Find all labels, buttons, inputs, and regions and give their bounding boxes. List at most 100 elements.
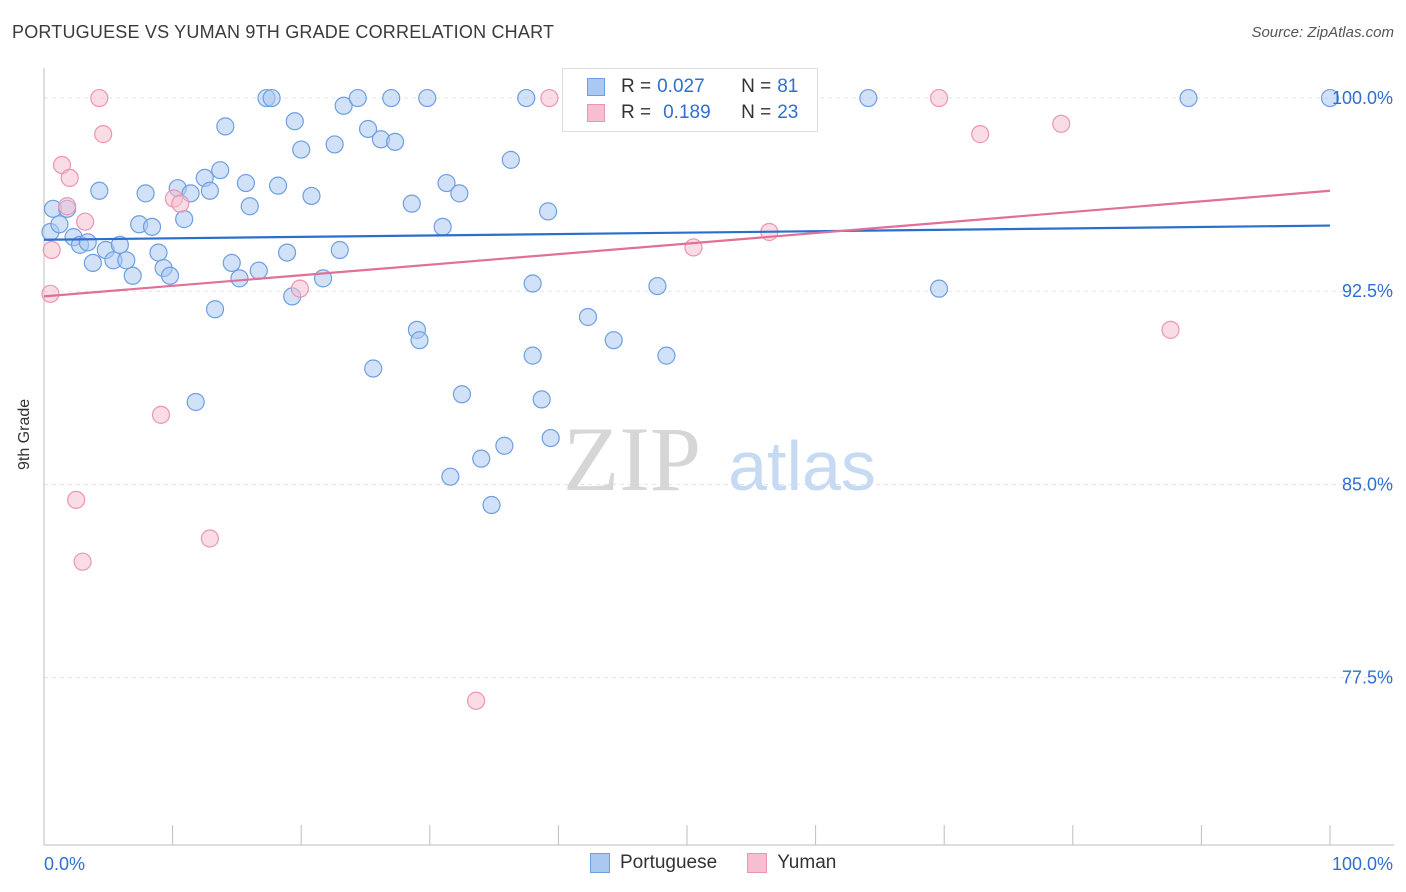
portuguese-point — [364, 359, 383, 378]
yuman-point — [540, 88, 559, 108]
yuman-point — [42, 240, 61, 260]
portuguese-point — [117, 251, 136, 270]
portuguese-point — [657, 346, 676, 365]
portuguese-point — [78, 233, 97, 252]
r-value: 0.027 — [657, 76, 705, 97]
portuguese-point — [200, 181, 219, 200]
trend-lines — [43, 189, 1331, 298]
correlation-legend: R = 0.027 N = 81 R = 0.189 N = 23 — [562, 68, 818, 132]
yuman-point — [171, 194, 190, 213]
portuguese-point — [433, 217, 452, 236]
portuguese-point — [648, 276, 667, 296]
portuguese-point — [262, 88, 281, 108]
yuman-point — [73, 552, 92, 571]
yuman-point — [58, 197, 77, 216]
portuguese-swatch — [587, 78, 605, 96]
portuguese-point — [482, 495, 501, 515]
r-label: R = — [621, 102, 652, 123]
portuguese-point — [240, 197, 259, 216]
portuguese-point — [472, 449, 491, 468]
yuman-point — [60, 168, 79, 188]
portuguese-point — [292, 140, 311, 159]
portuguese-point — [495, 436, 514, 455]
portuguese-point — [523, 274, 542, 293]
yuman-point — [1161, 320, 1180, 339]
portuguese-point — [325, 135, 344, 154]
n-label: N = — [741, 102, 772, 123]
legend-item-yuman[interactable]: Yuman — [747, 852, 836, 874]
r-value: 0.189 — [663, 102, 711, 123]
portuguese-point — [302, 186, 321, 206]
watermark: ZIP atlas — [563, 408, 876, 510]
watermark-zip: ZIP — [563, 408, 701, 510]
x-tick-label: 0.0% — [44, 854, 85, 874]
portuguese-point — [160, 266, 180, 285]
portuguese-point — [330, 240, 349, 260]
x-tick-label: 100.0% — [1332, 854, 1393, 874]
portuguese-point — [110, 235, 129, 254]
portuguese-swatch — [590, 853, 610, 873]
y-axis-label: 9th Grade — [16, 398, 33, 470]
portuguese-point — [1320, 88, 1340, 108]
portuguese-point — [541, 428, 560, 448]
portuguese-point — [186, 392, 205, 412]
tick-labels: 77.5% 85.0% 92.5% 100.0% 0.0% 100.0% — [44, 88, 1393, 874]
y-tick-label: 77.5% — [1342, 668, 1393, 688]
y-tick-label: 100.0% — [1332, 88, 1393, 108]
portuguese-point — [50, 215, 69, 234]
yuman-point — [90, 88, 109, 108]
yuman-swatch — [587, 104, 605, 122]
yuman-point — [151, 405, 171, 424]
y-tick-label: 92.5% — [1342, 281, 1393, 301]
portuguese-point — [277, 243, 297, 262]
portuguese-point — [285, 112, 304, 131]
portuguese-point — [859, 88, 878, 108]
portuguese-point — [175, 210, 194, 229]
portuguese-point — [410, 331, 429, 350]
source-label: Source: ZipAtlas.com — [1251, 24, 1394, 41]
yuman-point — [94, 125, 113, 144]
portuguese-point — [348, 88, 367, 108]
portuguese-trend-line — [43, 224, 1331, 241]
legend-label-yuman: Yuman — [777, 852, 837, 873]
portuguese-point — [501, 150, 520, 169]
portuguese-point — [437, 173, 456, 193]
portuguese-point — [216, 117, 235, 136]
portuguese-point — [222, 253, 241, 273]
portuguese-point — [441, 467, 460, 486]
legend-item-portuguese[interactable]: Portuguese — [590, 852, 717, 874]
yuman-point — [466, 691, 486, 710]
axes — [43, 68, 1394, 846]
portuguese-point — [149, 243, 168, 262]
yuman-point — [290, 279, 310, 298]
r-label: R = — [621, 76, 652, 97]
portuguese-point — [249, 261, 268, 280]
n-value: 81 — [777, 76, 799, 97]
legend-label-portuguese: Portuguese — [620, 852, 718, 873]
portuguese-point — [136, 184, 155, 203]
portuguese-point — [211, 161, 230, 180]
data-points — [41, 88, 1340, 710]
watermark-atlas: atlas — [728, 427, 876, 505]
portuguese-point — [205, 300, 225, 319]
portuguese-point — [230, 269, 249, 288]
portuguese-point — [929, 279, 949, 298]
yuman-point — [67, 490, 86, 509]
chart-title: PORTUGUESE VS YUMAN 9TH GRADE CORRELATIO… — [12, 22, 555, 42]
portuguese-point — [578, 307, 598, 327]
yuman-point — [971, 125, 990, 144]
portuguese-point — [450, 184, 469, 203]
portuguese-point — [123, 266, 142, 285]
yuman-trend-line — [43, 189, 1331, 298]
portuguese-point — [90, 181, 109, 200]
portuguese-point — [236, 173, 256, 193]
portuguese-point — [385, 132, 405, 151]
yuman-point — [200, 529, 219, 548]
portuguese-point — [517, 88, 536, 108]
n-value: 23 — [777, 102, 799, 123]
portuguese-point — [523, 346, 542, 365]
portuguese-point — [358, 119, 378, 139]
portuguese-point — [452, 385, 472, 404]
portuguese-point — [539, 202, 558, 221]
